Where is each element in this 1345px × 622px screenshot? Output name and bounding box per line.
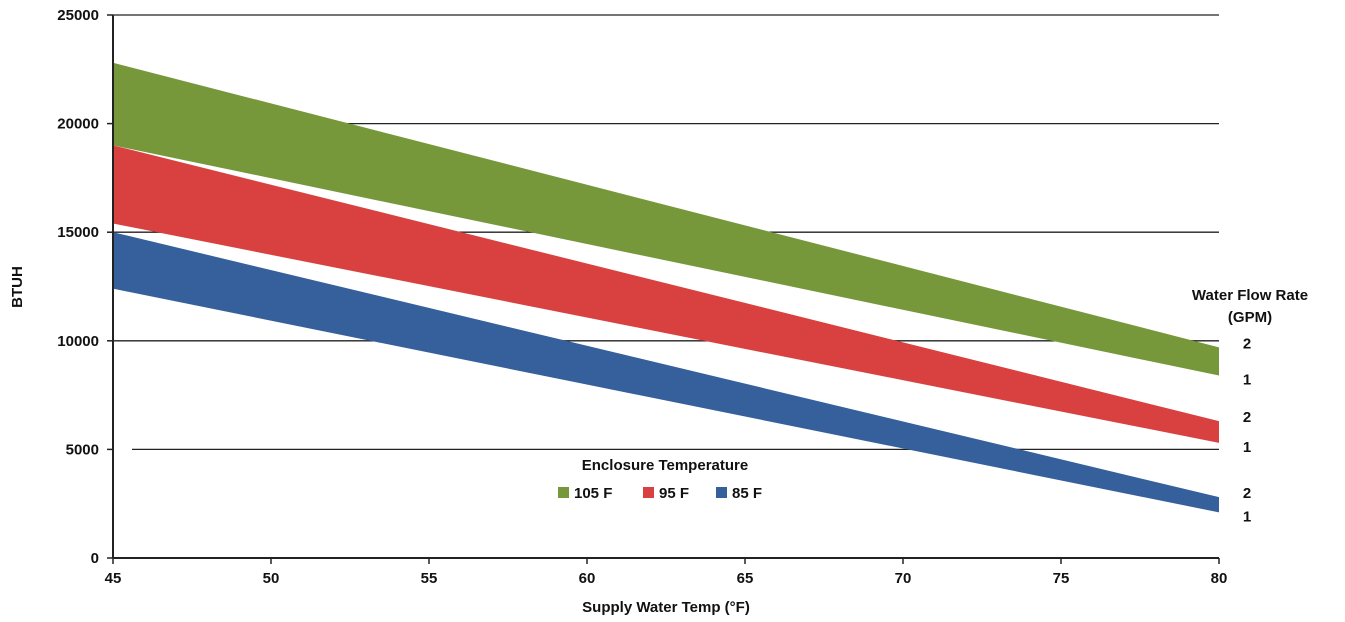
axis-layer [112,15,1219,559]
band-layer [113,62,1219,513]
x-tick-label-50: 50 [263,570,280,587]
legend-swatch-85f [716,487,727,498]
flow-label-105f-2gpm: 2 [1243,335,1251,352]
band-95f [113,145,1219,443]
legend-label-85f: 85 F [732,485,762,502]
legend-label-105f: 105 F [574,485,612,502]
y-tick-label-10000: 10000 [57,333,99,350]
x-tick-label-45: 45 [105,570,122,587]
legend-label-95f: 95 F [659,485,689,502]
y-tick-label-25000: 25000 [57,7,99,24]
y-axis-title: BTUH [9,266,26,308]
x-tick-label-75: 75 [1053,570,1070,587]
legend: Enclosure Temperature 105 F 95 F 85 F [558,457,762,502]
y-tick-label-20000: 20000 [57,116,99,133]
x-tick-label-80: 80 [1211,570,1228,587]
y-tick-label-15000: 15000 [57,224,99,241]
flow-rate-labels: Water Flow Rate (GPM) 2 1 2 1 2 1 [1192,287,1308,525]
band-85f [113,232,1219,513]
legend-swatch-105f [558,487,569,498]
flow-rate-title-line-2: (GPM) [1228,309,1272,326]
x-tick-label-70: 70 [895,570,912,587]
flow-label-85f-2gpm: 2 [1243,485,1251,502]
legend-swatch-95f [643,487,654,498]
x-tick-label-60: 60 [579,570,596,587]
band-105f [113,62,1219,376]
y-tick-label-5000: 5000 [66,441,99,458]
flow-label-85f-1gpm: 1 [1243,508,1251,525]
flow-label-95f-2gpm: 2 [1243,409,1251,426]
x-axis-title: Supply Water Temp (°F) [582,599,750,616]
legend-title: Enclosure Temperature [582,457,748,474]
x-tick-label-55: 55 [421,570,438,587]
y-tick-label-0: 0 [91,550,99,567]
x-tick-label-65: 65 [737,570,754,587]
tick-layer: 45 50 55 60 65 70 75 80 0 5000 10000 15000 20000 2500… [57,7,1227,587]
flow-rate-title-line-1: Water Flow Rate [1192,287,1308,304]
flow-label-95f-1gpm: 1 [1243,439,1251,456]
flow-label-105f-1gpm: 1 [1243,372,1251,389]
